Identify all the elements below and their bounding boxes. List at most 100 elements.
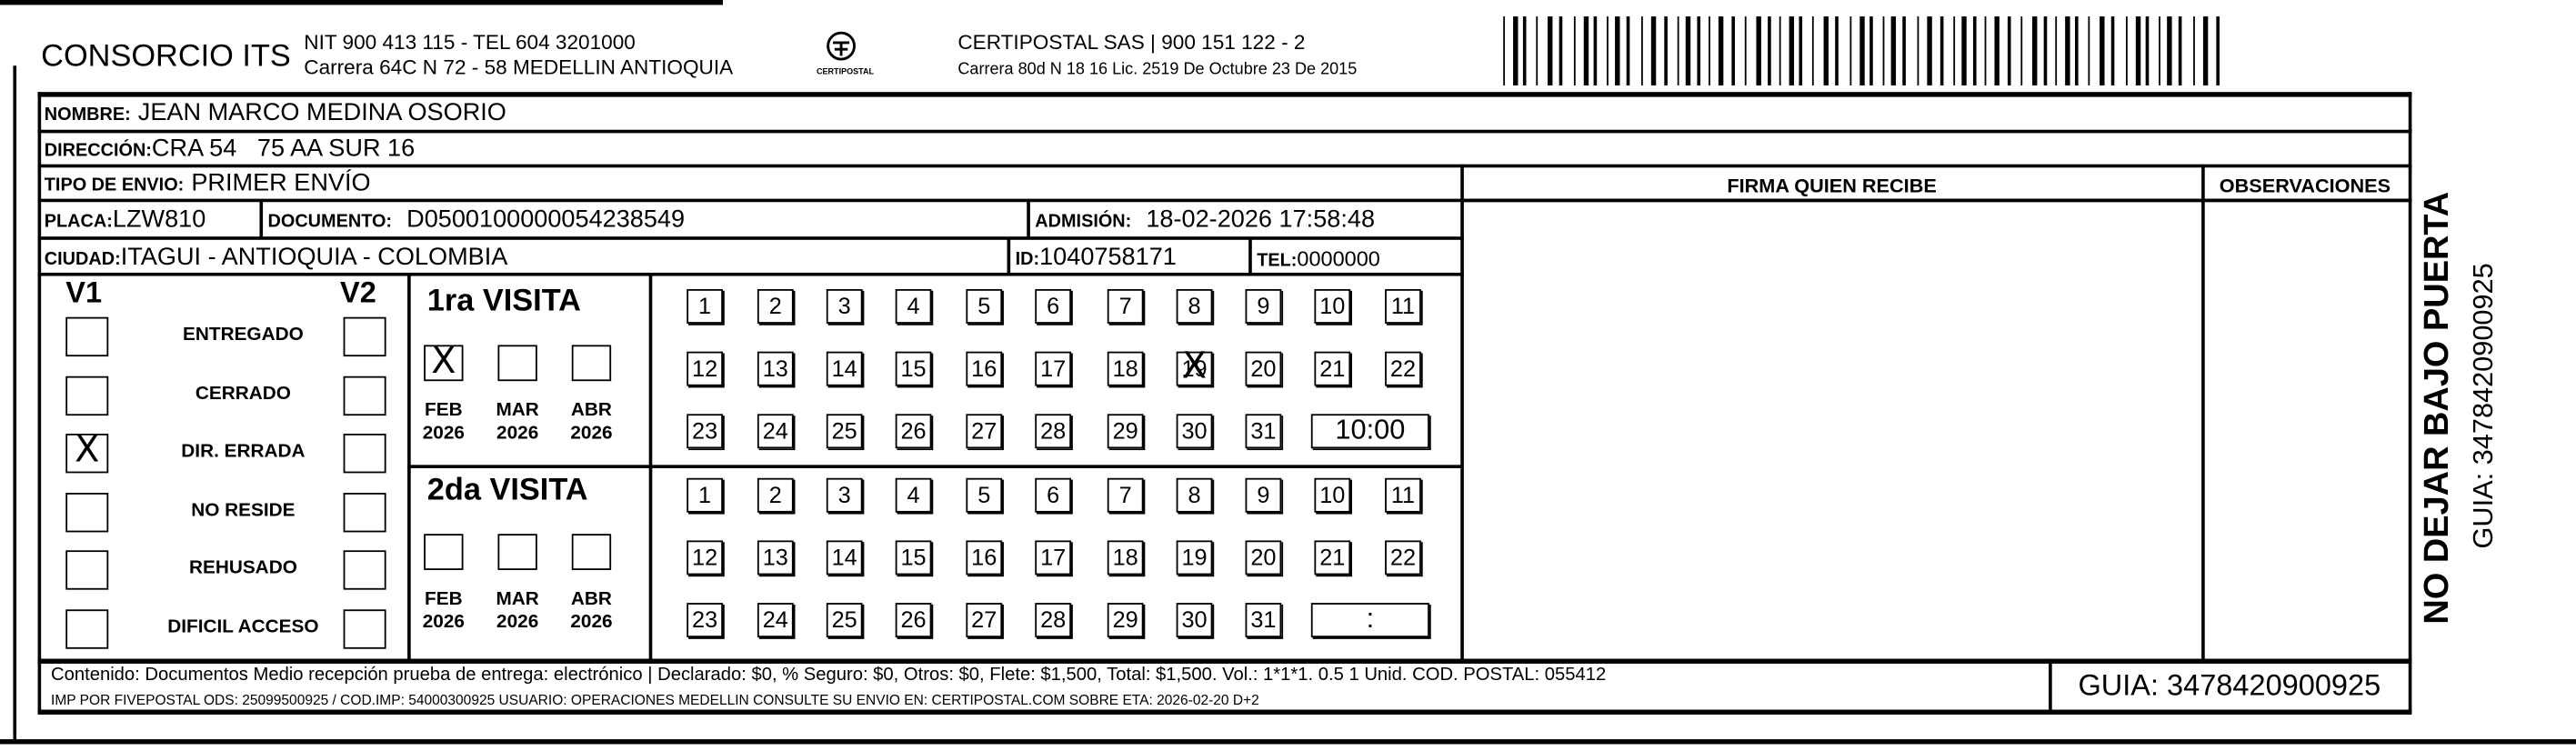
month-checkbox-feb[interactable]: X (424, 345, 464, 382)
day-box[interactable]: 6 (1035, 288, 1072, 324)
day-box[interactable]: 24 (757, 603, 794, 638)
barcode-bar (1731, 16, 1735, 85)
v1-checkbox-3[interactable] (65, 492, 109, 532)
day-box[interactable]: 23 (687, 603, 723, 638)
barcode-bar (2074, 16, 2079, 85)
day-box[interactable]: 1 (687, 288, 723, 324)
v1-checkbox-0[interactable] (65, 316, 109, 357)
placa-field: PLACA:LZW810 (45, 205, 206, 235)
day-box[interactable]: 15 (895, 351, 932, 386)
id-field: ID:1040758171 (1016, 243, 1177, 273)
barcode-bar (1869, 16, 1873, 85)
month-checkbox-abr[interactable] (571, 534, 612, 570)
v2-checkbox-3[interactable] (343, 492, 386, 532)
day-box[interactable]: 19 X (1176, 349, 1213, 386)
day-box[interactable]: 5 (966, 288, 1003, 324)
day-box[interactable]: 21 (1314, 540, 1351, 576)
day-box[interactable]: 7 (1107, 477, 1144, 513)
day-box[interactable]: 17 (1035, 351, 1072, 386)
barcode-bar (1768, 16, 1771, 85)
day-box[interactable]: 12 (687, 351, 723, 386)
day-box[interactable]: 18 (1107, 351, 1144, 386)
day-box[interactable]: 8 (1176, 288, 1213, 324)
month-checkbox-feb[interactable] (424, 534, 464, 570)
v1-checkbox-4[interactable] (65, 550, 109, 590)
tipo-field: TIPO DE ENVIO: PRIMER ENVÍO (45, 169, 371, 199)
v1-checkbox-5[interactable] (65, 608, 109, 648)
day-box[interactable]: 14 (826, 351, 863, 386)
day-box[interactable]: 16 (966, 540, 1003, 576)
day-box[interactable]: 2 (757, 477, 794, 513)
day-box[interactable]: 6 (1035, 477, 1072, 513)
v2-checkbox-4[interactable] (343, 550, 386, 590)
day-box[interactable]: 10 (1314, 477, 1351, 513)
v2-checkbox-0[interactable] (343, 316, 386, 357)
day-box[interactable]: 26 (895, 603, 932, 638)
day-box[interactable]: 31 (1245, 414, 1282, 449)
day-box[interactable]: 31 (1245, 603, 1282, 638)
day-box[interactable]: 11 (1385, 288, 1421, 324)
day-box[interactable]: 29 (1107, 414, 1144, 449)
day-box[interactable]: 25 (826, 603, 863, 638)
day-box[interactable]: 18 (1107, 540, 1144, 576)
day-box[interactable]: 23 (687, 414, 723, 449)
day-box[interactable]: 3 (826, 288, 863, 324)
day-box[interactable]: 29 (1107, 603, 1144, 638)
day-box[interactable]: 17 (1035, 540, 1072, 576)
day-box[interactable]: 24 (757, 414, 794, 449)
barcode-bar (2167, 16, 2172, 85)
month-checkbox-mar[interactable] (497, 534, 537, 570)
day-box[interactable]: 4 (895, 477, 932, 513)
day-box[interactable]: 27 (966, 603, 1003, 638)
barcode-bar (1513, 16, 1519, 85)
barcode-bar (2202, 16, 2209, 85)
v2-checkbox-5[interactable] (343, 608, 386, 648)
day-box[interactable]: 16 (966, 351, 1003, 386)
time-box[interactable]: : (1310, 603, 1429, 638)
day-box[interactable]: 22 (1385, 540, 1421, 576)
v2-checkbox-2[interactable] (343, 433, 386, 474)
time-box[interactable]: 10:00 (1310, 414, 1429, 449)
day-box[interactable]: 5 (966, 477, 1003, 513)
month-checkbox-abr[interactable] (571, 345, 612, 382)
month: MAR (496, 589, 539, 610)
v1-checkbox-1[interactable] (65, 375, 109, 416)
day-box[interactable]: 8 (1176, 477, 1213, 513)
nombre-field: NOMBRE: JEAN MARCO MEDINA OSORIO (45, 98, 506, 128)
day-box[interactable]: 21 (1314, 351, 1351, 386)
documento-field: DOCUMENTO: D0500100000054238549 (268, 205, 686, 235)
day-box[interactable]: 30 (1176, 414, 1213, 449)
day-box[interactable]: 2 (757, 288, 794, 324)
day-box[interactable]: 3 (826, 477, 863, 513)
value: 1040758171 (1039, 243, 1177, 272)
day-box[interactable]: 13 (757, 351, 794, 386)
day-box[interactable]: 4 (895, 288, 932, 324)
day-box[interactable]: 20 (1245, 351, 1282, 386)
day-box[interactable]: 25 (826, 414, 863, 449)
day-box[interactable]: 10 (1314, 288, 1351, 324)
label: DIRECCIÓN: (44, 141, 152, 162)
day-box[interactable]: 9 (1245, 477, 1282, 513)
v2-checkbox-1[interactable] (343, 375, 386, 416)
day-box[interactable]: 1 (687, 477, 723, 513)
day-box[interactable]: 13 (757, 540, 794, 576)
day-box[interactable]: 19 (1176, 540, 1213, 576)
label: TIPO DE ENVIO: (44, 175, 185, 196)
day-box[interactable]: 30 (1176, 603, 1213, 638)
day-box[interactable]: 22 (1385, 351, 1421, 386)
day-box[interactable]: 15 (895, 540, 932, 576)
day-box[interactable]: 27 (966, 414, 1003, 449)
day-box[interactable]: 26 (895, 414, 932, 449)
day-box[interactable]: 20 (1245, 540, 1282, 576)
day-box[interactable]: 14 (826, 540, 863, 576)
day-box[interactable]: 28 (1035, 603, 1072, 638)
day-box[interactable]: 12 (687, 540, 723, 576)
month-checkbox-mar[interactable] (497, 345, 537, 382)
day-box[interactable]: 9 (1245, 288, 1282, 324)
carrier-info-2: Carrera 80d N 18 16 Lic. 2519 De Octubre… (957, 60, 1358, 79)
v1-checkbox-2[interactable]: X (65, 433, 109, 474)
day-box[interactable]: 28 (1035, 414, 1072, 449)
frame-left (37, 92, 42, 714)
day-box[interactable]: 7 (1107, 288, 1144, 324)
day-box[interactable]: 11 (1385, 477, 1421, 513)
